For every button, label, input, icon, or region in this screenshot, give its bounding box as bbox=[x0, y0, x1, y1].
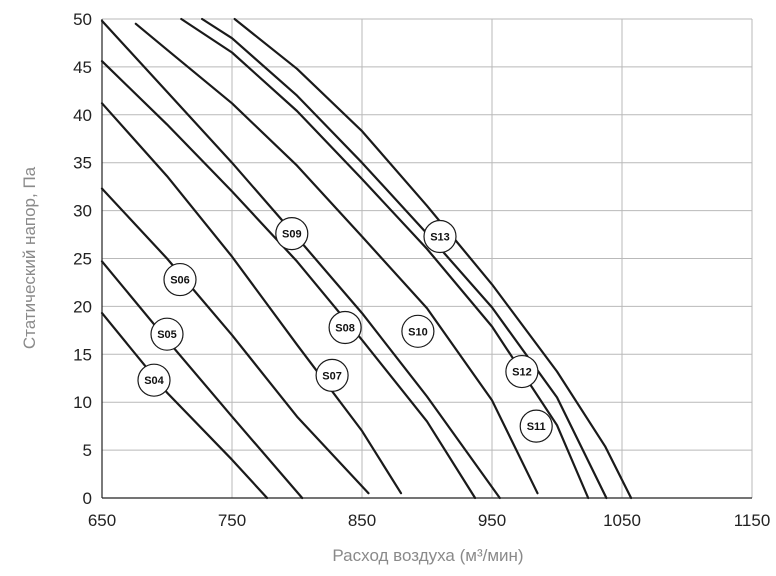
series-badge-circle bbox=[505, 354, 539, 389]
series-line-s04 bbox=[100, 312, 269, 500]
x-tick-label: 650 bbox=[88, 511, 116, 530]
x-tick-label: 1050 bbox=[603, 511, 641, 530]
series-line-s13 bbox=[233, 17, 633, 500]
series-line-s05 bbox=[100, 260, 304, 500]
series-badges: S04 S05 S06 S07 S08 S09 S10 S11 S12 S13 bbox=[137, 216, 553, 443]
series-line-s12 bbox=[201, 17, 608, 500]
series-badge-circle bbox=[423, 219, 457, 254]
series-label: S07 bbox=[322, 370, 342, 382]
y-tick-label: 40 bbox=[73, 106, 92, 125]
series-label: S06 bbox=[170, 275, 190, 287]
series-label: S04 bbox=[144, 375, 164, 387]
series-line-s07 bbox=[100, 102, 403, 495]
series-badge-circle bbox=[150, 317, 184, 351]
y-tick-label: 50 bbox=[73, 10, 92, 29]
series-badge-s10: S10 bbox=[401, 314, 435, 348]
y-tick-label: 30 bbox=[73, 202, 92, 221]
series-badge-circle bbox=[163, 262, 197, 297]
axes bbox=[101, 19, 752, 499]
series-line-s08 bbox=[100, 60, 477, 500]
series-badge-circle bbox=[137, 363, 171, 397]
series-badge-s06: S06 bbox=[163, 262, 197, 297]
series-badge-circle bbox=[401, 314, 435, 348]
series-badge-s04: S04 bbox=[137, 363, 171, 397]
y-tick-label: 25 bbox=[73, 250, 92, 269]
series-line-s09 bbox=[100, 19, 501, 500]
series-badge-s13: S13 bbox=[423, 219, 457, 254]
y-tick-label: 10 bbox=[73, 393, 92, 412]
series-label: S05 bbox=[157, 329, 177, 341]
x-axis-title: Расход воздуха (м³/мин) bbox=[332, 546, 523, 565]
series-line-s10 bbox=[134, 22, 539, 495]
y-axis-title: Статический напор, Па bbox=[20, 166, 39, 349]
y-tick-label: 15 bbox=[73, 345, 92, 364]
series-badge-s07: S07 bbox=[315, 358, 349, 392]
series-line-s06 bbox=[100, 187, 370, 495]
y-tick-label: 35 bbox=[73, 154, 92, 173]
series-badge-s08: S08 bbox=[328, 310, 362, 345]
y-tick-label: 45 bbox=[73, 58, 92, 77]
series-label: S13 bbox=[430, 231, 450, 243]
series-label: S12 bbox=[512, 367, 532, 379]
grid bbox=[102, 18, 753, 498]
series-badge-circle bbox=[328, 310, 362, 345]
series-badge-s11: S11 bbox=[519, 409, 553, 443]
series-badge-circle bbox=[519, 409, 553, 443]
series-badge-circle bbox=[275, 216, 309, 251]
x-tick-label: 950 bbox=[478, 511, 506, 530]
series-label: S10 bbox=[408, 326, 428, 338]
series-label: S11 bbox=[527, 421, 546, 433]
series-label: S08 bbox=[335, 322, 355, 334]
y-tick-label: 20 bbox=[73, 297, 92, 316]
series-badge-s05: S05 bbox=[150, 317, 184, 351]
x-tick-label: 1150 bbox=[734, 511, 771, 530]
y-tick-label: 5 bbox=[83, 441, 92, 460]
tick-labels: 650 750 850 950 1050 1150 0 5 10 15 20 25 30 35 40 45 50 bbox=[73, 10, 770, 530]
x-tick-label: 850 bbox=[348, 511, 376, 530]
series-badge-s12: S12 bbox=[505, 354, 539, 389]
series-badge-circle bbox=[315, 358, 349, 392]
x-tick-label: 750 bbox=[218, 511, 246, 530]
series-line-s11 bbox=[180, 17, 590, 500]
series-lines bbox=[100, 17, 633, 500]
series-label: S09 bbox=[282, 229, 302, 241]
series-badge-s09: S09 bbox=[275, 216, 309, 251]
y-tick-label: 0 bbox=[83, 489, 92, 508]
